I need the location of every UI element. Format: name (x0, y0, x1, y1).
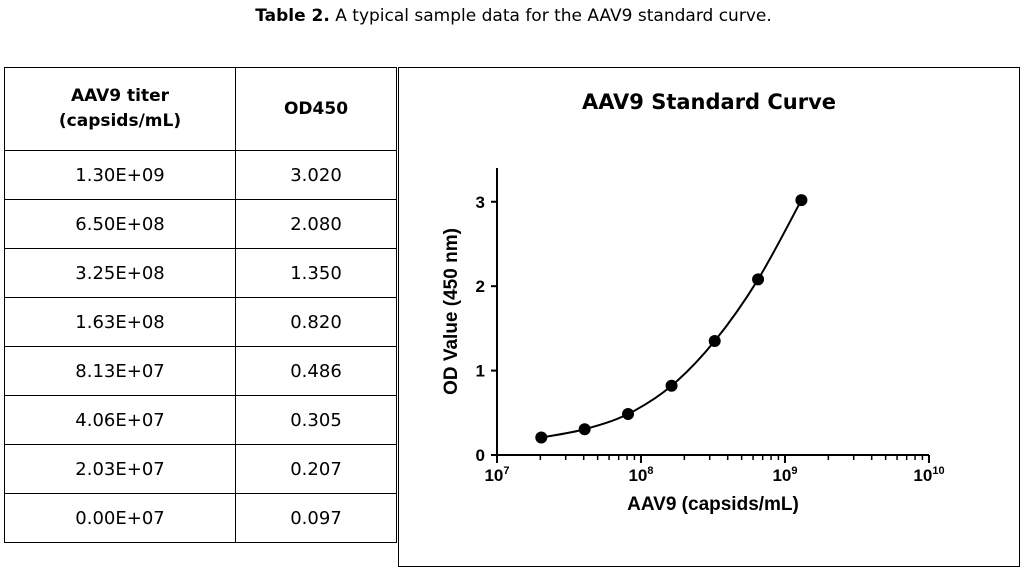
data-point (665, 379, 678, 392)
data-point (795, 194, 808, 207)
titer-cell: 2.03E+07 (4, 444, 236, 494)
table-row: 1.30E+09 3.020 (4, 150, 397, 200)
chart-axes: 0 1 2 3 107 108 109 1010 (476, 168, 945, 485)
standard-curve-panel: AAV9 Standard Curve 0 1 2 3 107 108 109 1010 AA… (398, 67, 1020, 567)
y-tick-label: 0 (476, 446, 485, 465)
od-cell: 0.207 (235, 444, 397, 494)
table-row: 0.00E+07 0.097 (4, 493, 397, 543)
od-cell: 0.820 (235, 297, 397, 347)
data-point (578, 423, 591, 436)
axis-labels-layer: AAV9 (capsids/mL) OD Value (450 nm) (441, 228, 799, 515)
header-titer: AAV9 titer (capsids/mL) (4, 67, 236, 151)
x-tick-label: 1010 (913, 465, 944, 485)
fit-curve-layer (541, 199, 803, 439)
od-cell: 0.486 (235, 346, 397, 396)
titer-cell: 1.63E+08 (4, 297, 236, 347)
titer-cell: 4.06E+07 (4, 395, 236, 445)
table-row: 1.63E+08 0.820 (4, 297, 397, 347)
header-od450: OD450 (235, 67, 397, 151)
data-point (535, 431, 548, 444)
y-tick-label: 3 (476, 193, 485, 212)
x-tick-label: 107 (484, 465, 509, 485)
sample-data-table: AAV9 titer (capsids/mL) OD450 1.30E+09 3.… (4, 67, 397, 543)
table-header-row: AAV9 titer (capsids/mL) OD450 (4, 67, 397, 151)
od-cell: 2.080 (235, 199, 397, 249)
data-point (752, 273, 765, 286)
data-points-layer (535, 194, 808, 444)
titer-cell: 3.25E+08 (4, 248, 236, 298)
chart-title: AAV9 Standard Curve (581, 90, 837, 114)
data-point (622, 407, 635, 420)
titer-cell: 1.30E+09 (4, 150, 236, 200)
table-row: 8.13E+07 0.486 (4, 346, 397, 396)
table-row: 2.03E+07 0.207 (4, 444, 397, 494)
data-point (708, 335, 721, 348)
od-cell: 0.097 (235, 493, 397, 543)
standard-curve-chart: 0 1 2 3 107 108 109 1010 AAV9 (capsids/mL) OD Va… (441, 168, 945, 515)
x-tick-label: 108 (628, 465, 653, 485)
od-cell: 1.350 (235, 248, 397, 298)
titer-cell: 6.50E+08 (4, 199, 236, 249)
caption-label: Table 2. (255, 6, 330, 26)
y-tick-label: 2 (476, 277, 485, 296)
y-tick-label: 1 (476, 362, 485, 381)
y-axis-label: OD Value (450 nm) (441, 228, 462, 395)
od-cell: 3.020 (235, 150, 397, 200)
x-tick-label: 109 (772, 465, 797, 485)
table-row: 3.25E+08 1.350 (4, 248, 397, 298)
od-cell: 0.305 (235, 395, 397, 445)
table-row: 6.50E+08 2.080 (4, 199, 397, 249)
caption-text: A typical sample data for the AAV9 stand… (329, 6, 772, 26)
titer-cell: 8.13E+07 (4, 346, 236, 396)
table-caption: Table 2. A typical sample data for the A… (0, 6, 1027, 26)
x-axis-label: AAV9 (capsids/mL) (627, 494, 799, 515)
titer-cell: 0.00E+07 (4, 493, 236, 543)
fit-curve (541, 199, 803, 439)
table-row: 4.06E+07 0.305 (4, 395, 397, 445)
